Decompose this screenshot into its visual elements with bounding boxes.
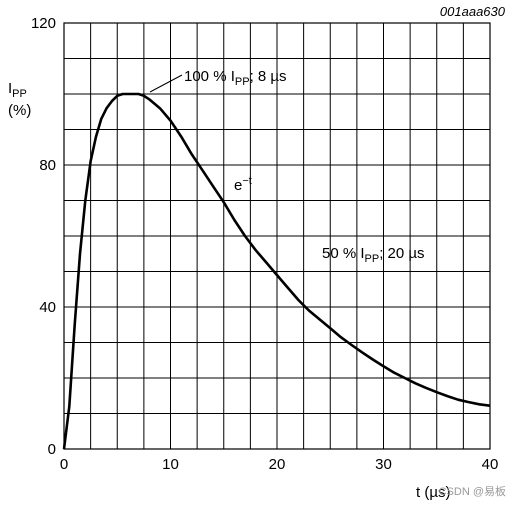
- y-tick-label: 120: [31, 15, 56, 32]
- x-tick-label: 10: [162, 456, 179, 473]
- annotation-peak: 100 % IPP; 8 µs: [184, 68, 287, 88]
- x-tick-labels: 0 10 20 30 40: [60, 456, 499, 473]
- x-axis-label: t (µs): [416, 484, 450, 501]
- grid-lines: [64, 23, 490, 449]
- y-tick-labels: 0 40 80 120: [31, 15, 56, 458]
- x-tick-label: 40: [482, 456, 499, 473]
- y-tick-label: 40: [39, 299, 56, 316]
- y-tick-label: 80: [39, 157, 56, 174]
- plot-frame: [63, 22, 491, 450]
- x-tick-label: 30: [375, 456, 392, 473]
- y-axis-label: IPP: [8, 80, 27, 100]
- x-tick-label: 20: [269, 456, 286, 473]
- watermark: CSDN @易板: [439, 484, 506, 498]
- y-tick-label: 0: [48, 441, 56, 458]
- x-tick-label: 0: [60, 456, 68, 473]
- annotation-half-value: 50 % IPP; 20 µs: [322, 245, 425, 265]
- annotation-decay: e−t: [234, 175, 252, 194]
- reference-code: 001aaa630: [440, 4, 506, 19]
- y-axis-unit: (%): [8, 102, 31, 119]
- series-line: [62, 92, 491, 450]
- annotation-leader-peak: [149, 74, 183, 93]
